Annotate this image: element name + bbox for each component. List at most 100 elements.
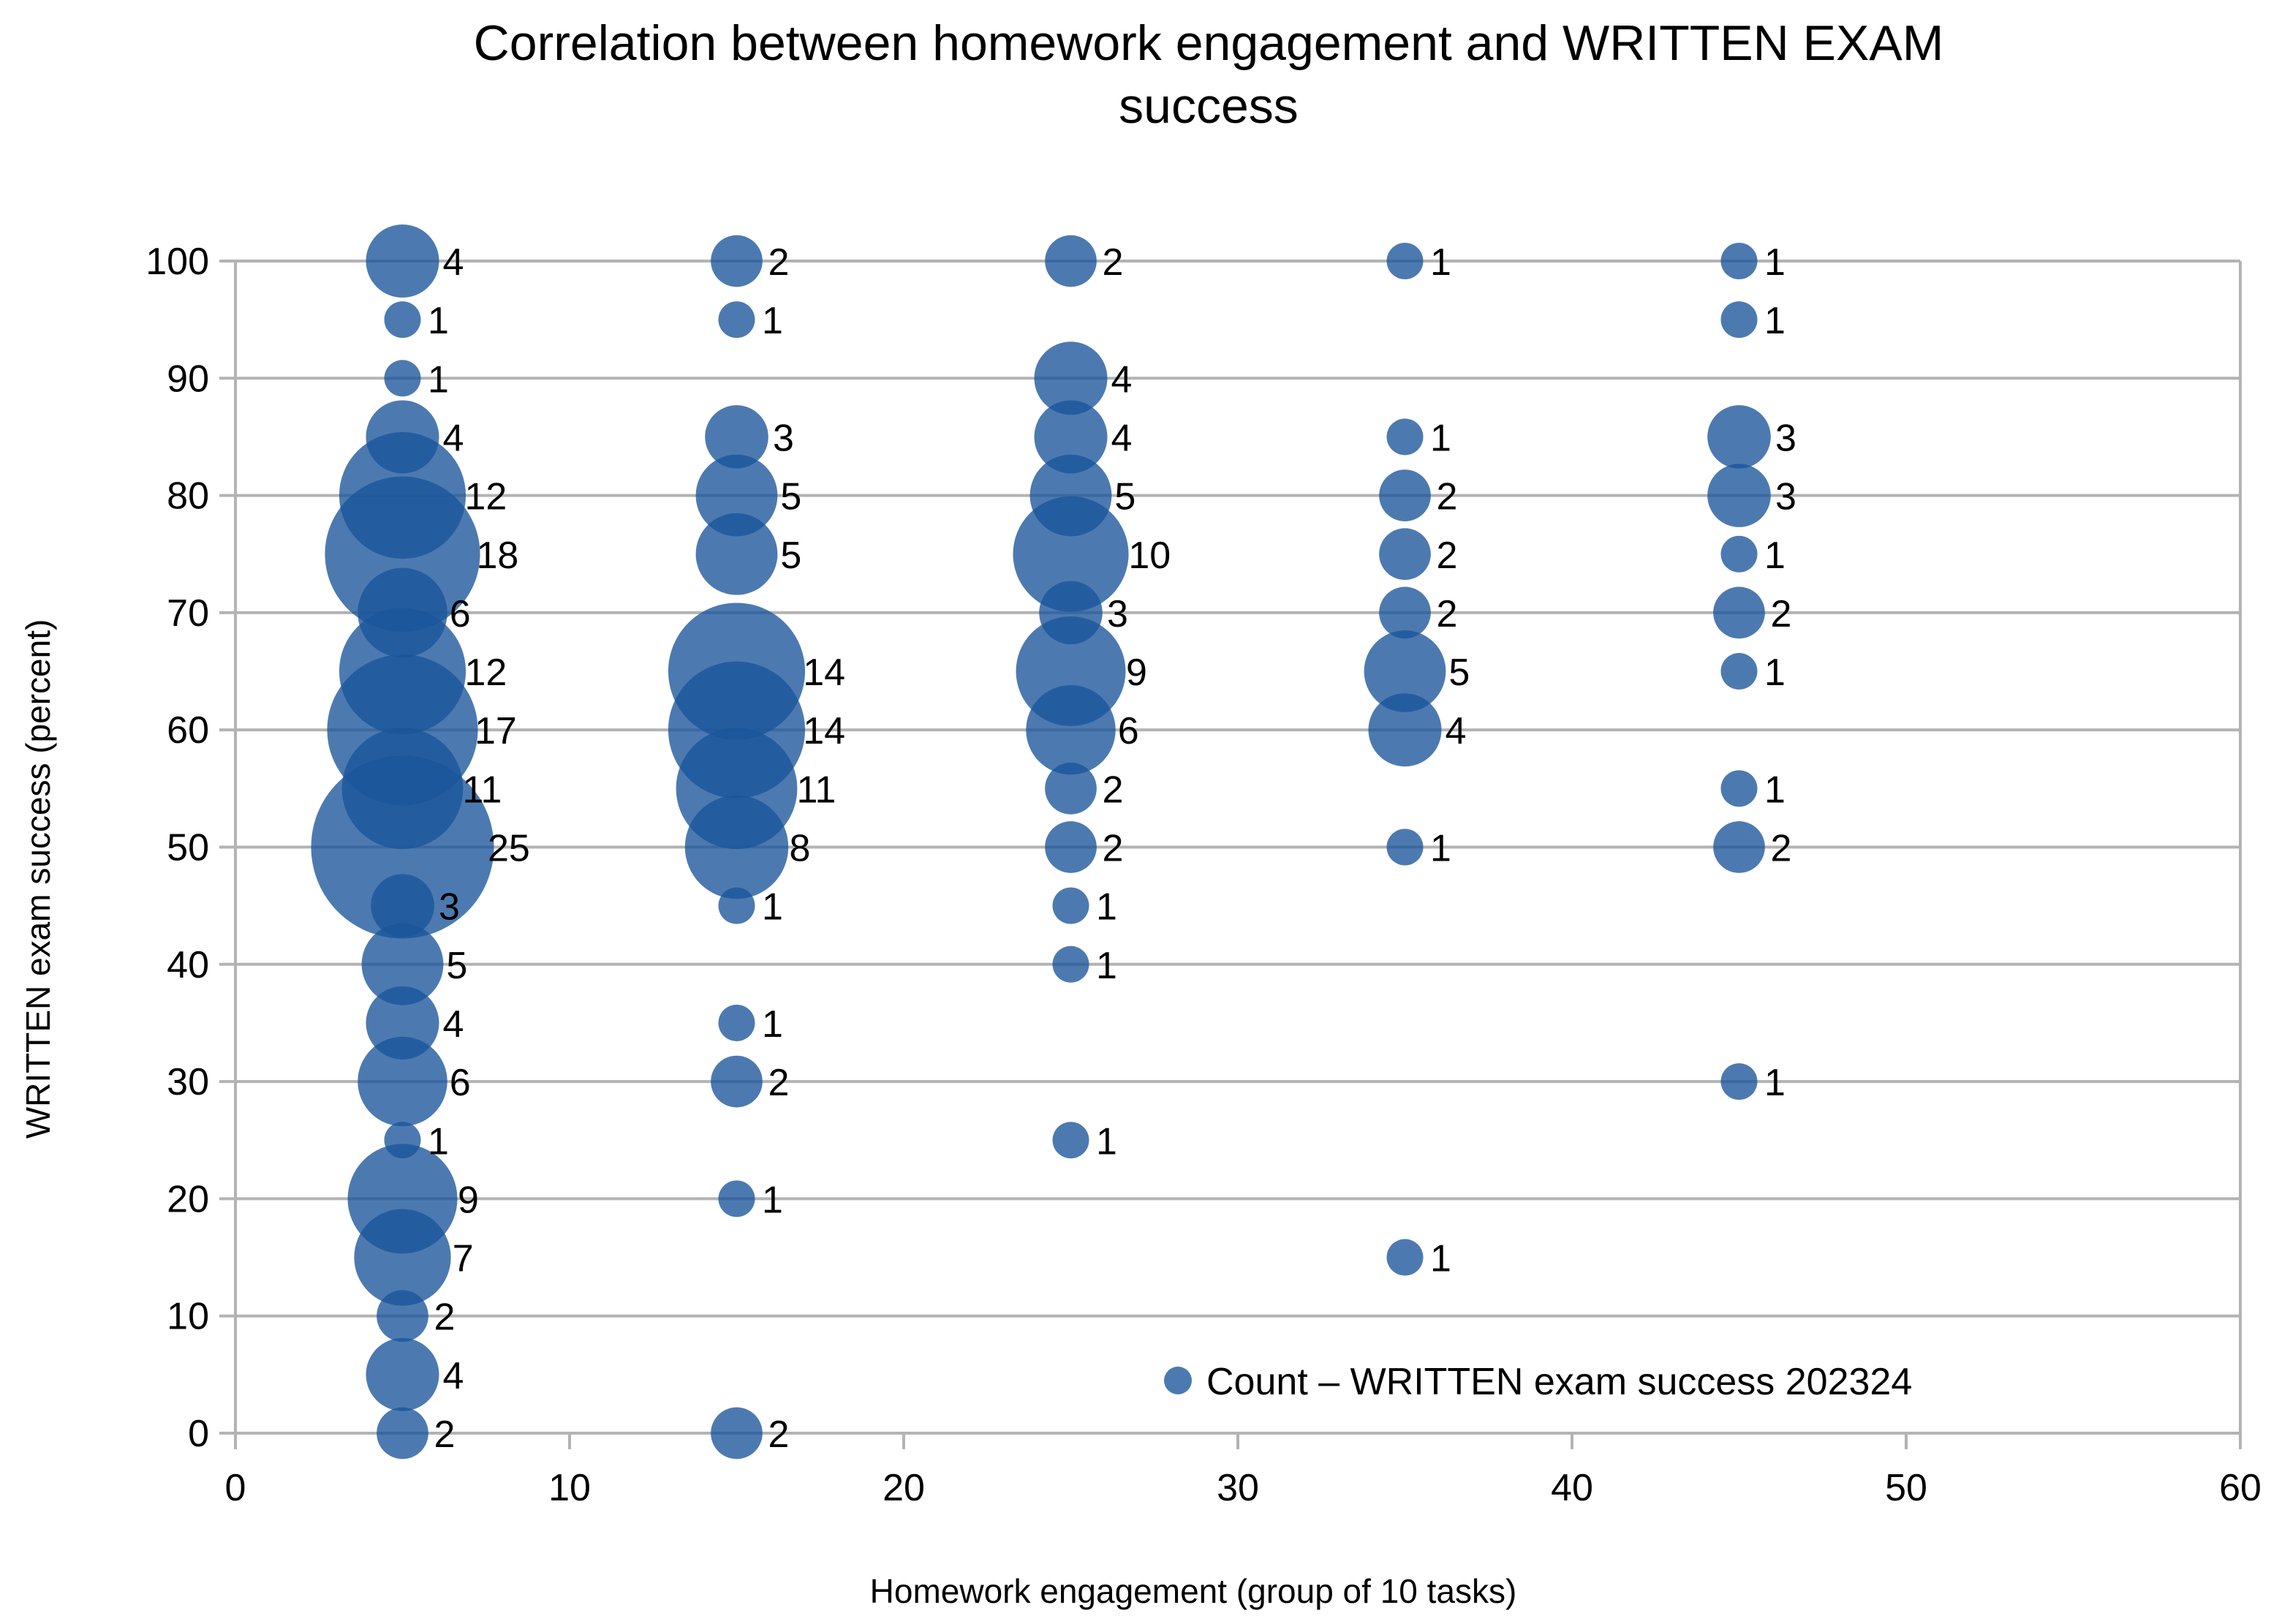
grid-layer	[235, 260, 2240, 1318]
bubble-count-label: 2	[768, 241, 789, 284]
bubble	[1720, 243, 1758, 279]
bubble-count-label: 4	[443, 417, 464, 459]
bubble	[1720, 535, 1758, 573]
bubble	[711, 1055, 763, 1108]
bubble	[354, 1209, 451, 1306]
bubble-count-label: 1	[428, 1120, 449, 1163]
bubble-count-label: 4	[443, 1355, 464, 1397]
bubble-count-label: 7	[453, 1238, 474, 1280]
bubble	[1013, 496, 1129, 612]
axis-layer: 0 10 20 30 40 50 60 70 80 90 100 0 10 20 30 40 50 60	[146, 241, 2261, 1509]
bubble-count-label: 3	[1775, 417, 1796, 459]
bubble	[1045, 821, 1097, 873]
bubble-count-label: 3	[773, 417, 794, 459]
bubble-count-label: 25	[488, 828, 530, 870]
bubble-count-label: 11	[462, 768, 502, 811]
bubble	[705, 405, 768, 469]
bubble-count-label: 5	[1448, 652, 1470, 694]
bubble-count-label: 6	[450, 593, 471, 635]
bubble	[1386, 828, 1424, 866]
bubble	[1052, 945, 1089, 983]
bubble	[718, 1004, 755, 1041]
x-tick-label: 40	[1551, 1467, 1593, 1509]
bubble-count-label: 14	[803, 710, 845, 752]
bubble	[366, 224, 439, 298]
bubble-count-label: 1	[1764, 1062, 1786, 1104]
bubble-count-label: 4	[443, 241, 464, 284]
bubble-count-label: 18	[476, 535, 518, 577]
bubble-count-label: 2	[1436, 476, 1457, 518]
bubble-count-label: 5	[446, 945, 467, 987]
x-tick-label: 20	[883, 1467, 925, 1509]
bubble-count-label: 5	[780, 476, 801, 518]
bubble-count-label: 1	[1430, 1238, 1451, 1280]
y-tick-label: 50	[167, 827, 209, 869]
bubble	[684, 795, 789, 899]
x-tick-label: 60	[2219, 1467, 2261, 1509]
bubble	[1720, 1063, 1758, 1100]
bubble-count-label: 5	[1114, 476, 1136, 518]
bubble-layer	[311, 224, 1771, 1459]
y-tick-label: 0	[188, 1413, 209, 1455]
bubble-count-label: 2	[768, 1413, 789, 1456]
bubble	[711, 235, 763, 287]
bubble	[718, 301, 755, 339]
bubble	[711, 1407, 763, 1459]
y-tick-label: 40	[167, 944, 209, 986]
bubble	[1720, 653, 1758, 690]
bubble-count-label: 1	[1764, 652, 1786, 694]
bubble-count-label: 2	[434, 1413, 455, 1456]
bubble	[718, 1180, 755, 1217]
bubble-count-label: 1	[428, 358, 449, 401]
bubble	[1707, 464, 1771, 527]
bubble	[1052, 887, 1089, 924]
bubble-count-label: 1	[1764, 300, 1786, 342]
bubble	[1379, 469, 1431, 521]
bubble	[1034, 341, 1108, 415]
bubble-count-label: 1	[1096, 1120, 1117, 1163]
bubble-count-label: 11	[796, 768, 836, 811]
bubble	[1720, 770, 1758, 807]
bubble-count-label: 1	[762, 1179, 783, 1221]
bubble-count-label: 2	[1102, 241, 1123, 284]
bubble-count-label: 1	[1096, 886, 1117, 929]
x-tick-label: 10	[548, 1467, 591, 1509]
bubble-count-label: 17	[475, 710, 517, 752]
y-tick-label: 10	[167, 1296, 209, 1338]
bubble-count-label: 4	[1111, 417, 1133, 459]
bubble	[1386, 243, 1424, 279]
bubble-count-label: 1	[428, 300, 449, 342]
bubble	[358, 1036, 447, 1127]
bubble-count-label: 1	[1764, 241, 1786, 284]
x-axis-title: Homework engagement (group of 10 tasks)	[870, 1572, 1517, 1610]
bubble	[1026, 684, 1116, 775]
y-axis-title: WRITTEN exam success (percent)	[19, 619, 57, 1139]
legend-marker	[1164, 1367, 1192, 1394]
bubble-count-label: 6	[450, 1062, 471, 1104]
bubble	[718, 887, 755, 924]
bubble-count-label: 12	[465, 476, 507, 518]
bubble	[695, 454, 778, 537]
bubble	[1364, 630, 1446, 712]
bubble	[1052, 1122, 1089, 1159]
x-tick-label: 0	[225, 1467, 246, 1509]
y-tick-label: 80	[167, 475, 209, 518]
bubble-count-label: 10	[1128, 535, 1171, 577]
bubble-count-label: 4	[443, 1003, 464, 1046]
bubble-count-label: 14	[803, 652, 845, 694]
bubble	[1045, 235, 1097, 287]
bubble	[1368, 693, 1442, 767]
bubble	[1713, 821, 1765, 873]
bubble-count-label: 1	[1764, 768, 1786, 811]
bubble-count-label: 1	[1430, 241, 1451, 284]
bubble-count-label: 2	[1770, 828, 1791, 870]
bubble-count-label: 4	[1446, 710, 1467, 752]
bubble	[1720, 301, 1758, 339]
chart-title-line-2: success	[1119, 78, 1299, 134]
data-label-layer: 4114121861217112535461972422135514141181…	[428, 241, 1796, 1456]
bubble	[1386, 1239, 1424, 1276]
bubble	[695, 513, 778, 595]
chart-title-line-1: Correlation between homework engagement …	[474, 15, 1944, 71]
bubble	[1707, 405, 1771, 469]
